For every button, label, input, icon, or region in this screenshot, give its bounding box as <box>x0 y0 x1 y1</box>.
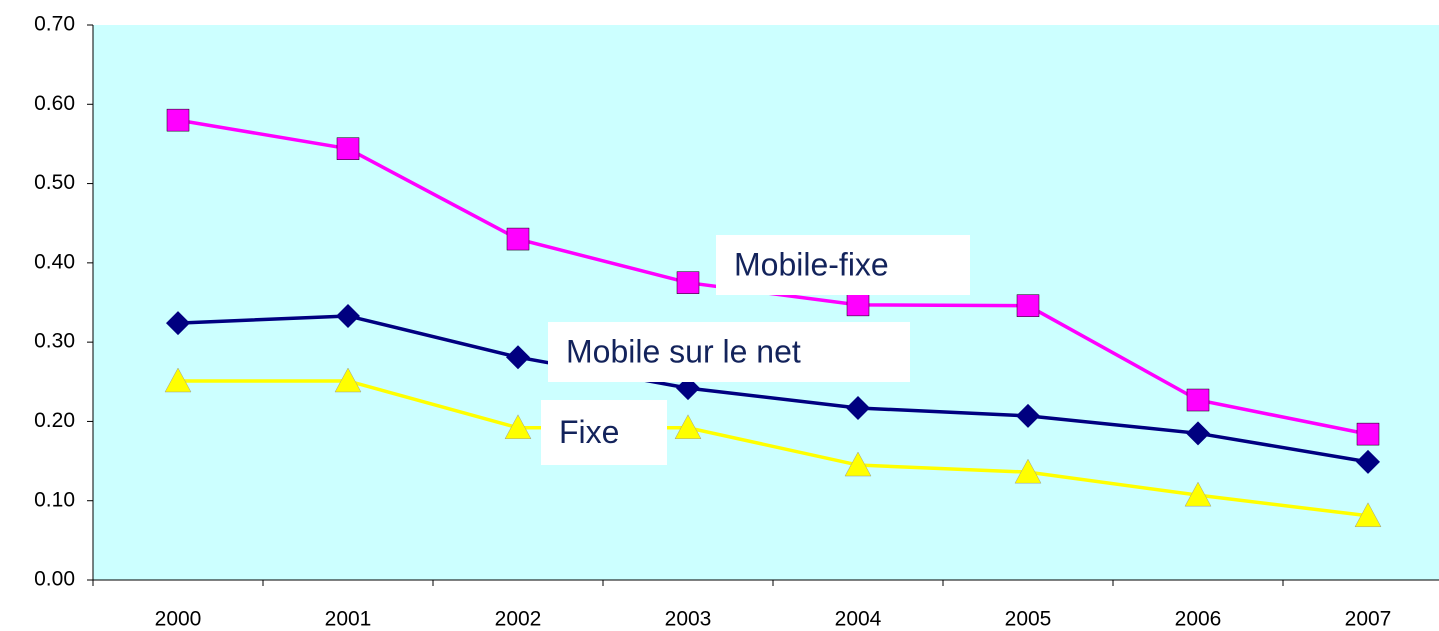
marker <box>1016 294 1040 317</box>
x-tick-label: 2001 <box>325 608 372 631</box>
x-tick-label: 2000 <box>155 608 202 631</box>
marker <box>336 303 360 328</box>
marker <box>1016 403 1040 428</box>
marker <box>334 367 362 393</box>
y-tick-label: 0.00 <box>34 568 75 591</box>
x-tick-label: 2006 <box>1175 608 1222 631</box>
marker <box>844 451 872 477</box>
marker <box>1184 481 1212 507</box>
marker <box>676 376 700 401</box>
marker <box>164 367 192 393</box>
marker <box>504 414 532 440</box>
marker <box>1186 421 1210 446</box>
series-line <box>178 379 1369 518</box>
marker <box>674 414 702 440</box>
y-tick-label: 0.40 <box>34 250 75 273</box>
marker <box>166 108 190 132</box>
marker <box>1186 388 1210 412</box>
y-tick-label: 0.30 <box>34 330 75 353</box>
marker <box>676 271 700 294</box>
series-label: Mobile sur le net <box>566 333 801 369</box>
marker <box>336 137 360 160</box>
y-tick-label: 0.60 <box>34 92 75 115</box>
label-box <box>541 400 667 465</box>
marker <box>1014 458 1042 484</box>
x-tick-label: 2003 <box>665 608 712 631</box>
y-tick-label: 0.10 <box>34 488 75 511</box>
x-tick-label: 2004 <box>835 608 882 631</box>
marker <box>166 311 190 336</box>
series-label: Fixe <box>559 414 619 450</box>
label-box <box>716 235 970 295</box>
y-tick-label: 0.50 <box>34 171 75 194</box>
label-box <box>548 322 910 382</box>
marker <box>846 395 870 420</box>
series-line <box>177 314 1369 464</box>
y-tick-label: 0.70 <box>34 13 75 36</box>
series-label: Mobile-fixe <box>734 246 889 282</box>
marker <box>846 293 870 317</box>
x-tick-label: 2007 <box>1345 608 1392 631</box>
marker <box>1356 449 1380 474</box>
x-tick-label: 2002 <box>495 608 542 631</box>
plot-area <box>93 25 1439 580</box>
marker <box>1356 422 1380 446</box>
x-tick-label: 2005 <box>1005 608 1052 631</box>
marker <box>1354 502 1382 528</box>
marker <box>506 227 530 251</box>
y-tick-label: 0.20 <box>34 409 75 432</box>
marker <box>506 345 530 370</box>
